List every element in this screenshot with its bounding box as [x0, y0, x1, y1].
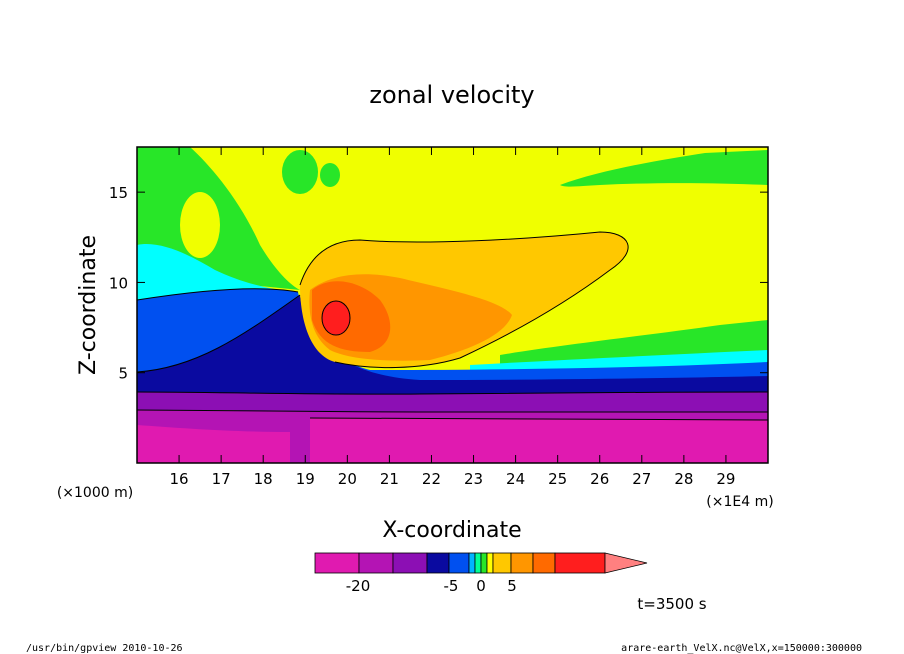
- colorbar-arrow: [604, 552, 648, 574]
- y-axis-label: Z-coordinate: [76, 235, 101, 375]
- colorbar: -20 -5 0 5: [314, 552, 648, 595]
- velocity-field: [137, 147, 768, 463]
- x-tick-label: 25: [548, 470, 567, 488]
- colorbar-segment: [448, 552, 470, 574]
- x-tick-label: 17: [212, 470, 231, 488]
- x-tick-label: 27: [632, 470, 651, 488]
- y-tick-label: 5: [118, 365, 128, 383]
- colorbar-segment: [554, 552, 606, 574]
- x-axis-label: X-coordinate: [382, 518, 521, 543]
- colorbar-segment: [468, 552, 476, 574]
- colorbar-tick-label: -5: [444, 577, 459, 595]
- colorbar-tick-label: 5: [507, 577, 517, 595]
- x-tick-label: 21: [380, 470, 399, 488]
- x-tick-label: 22: [422, 470, 441, 488]
- chart-title: zonal velocity: [369, 81, 534, 109]
- colorbar-segment: [486, 552, 494, 574]
- x-tick-label: 18: [254, 470, 273, 488]
- colorbar-segment: [492, 552, 512, 574]
- x-tick-label: 20: [338, 470, 357, 488]
- colorbar-tick-label: 0: [476, 577, 486, 595]
- colorbar-tick-label: -20: [346, 577, 371, 595]
- colorbar-segment: [314, 552, 360, 574]
- x-unit-right: (×1E4 m): [706, 494, 773, 510]
- y-axis: 5 10 15: [109, 184, 768, 383]
- x-unit-left: (×1000 m): [57, 485, 133, 501]
- x-tick-label: 26: [590, 470, 609, 488]
- x-tick-label: 29: [716, 470, 735, 488]
- colorbar-segment: [392, 552, 428, 574]
- x-tick-label: 24: [506, 470, 525, 488]
- colorbar-segment: [532, 552, 556, 574]
- x-tick-label: 19: [296, 470, 315, 488]
- colorbar-segment: [480, 552, 488, 574]
- colorbar-segment: [426, 552, 450, 574]
- x-axis: 16 17 18 19 20 21 22 23 24 25 26 27 28 29: [170, 147, 735, 488]
- x-tick-label: 28: [674, 470, 693, 488]
- y-tick-label: 10: [109, 274, 128, 292]
- colorbar-segment: [510, 552, 534, 574]
- plot-frame: [136, 146, 769, 464]
- colorbar-segment: [358, 552, 394, 574]
- footer-left: /usr/bin/gpview 2010-10-26: [26, 643, 183, 654]
- colorbar-segment: [474, 552, 482, 574]
- x-tick-label: 23: [464, 470, 483, 488]
- footer-right: arare-earth_VelX.nc@VelX,x=150000:300000: [621, 643, 862, 654]
- y-tick-label: 15: [109, 184, 128, 202]
- time-label: t=3500 s: [637, 595, 706, 613]
- x-tick-label: 16: [170, 470, 189, 488]
